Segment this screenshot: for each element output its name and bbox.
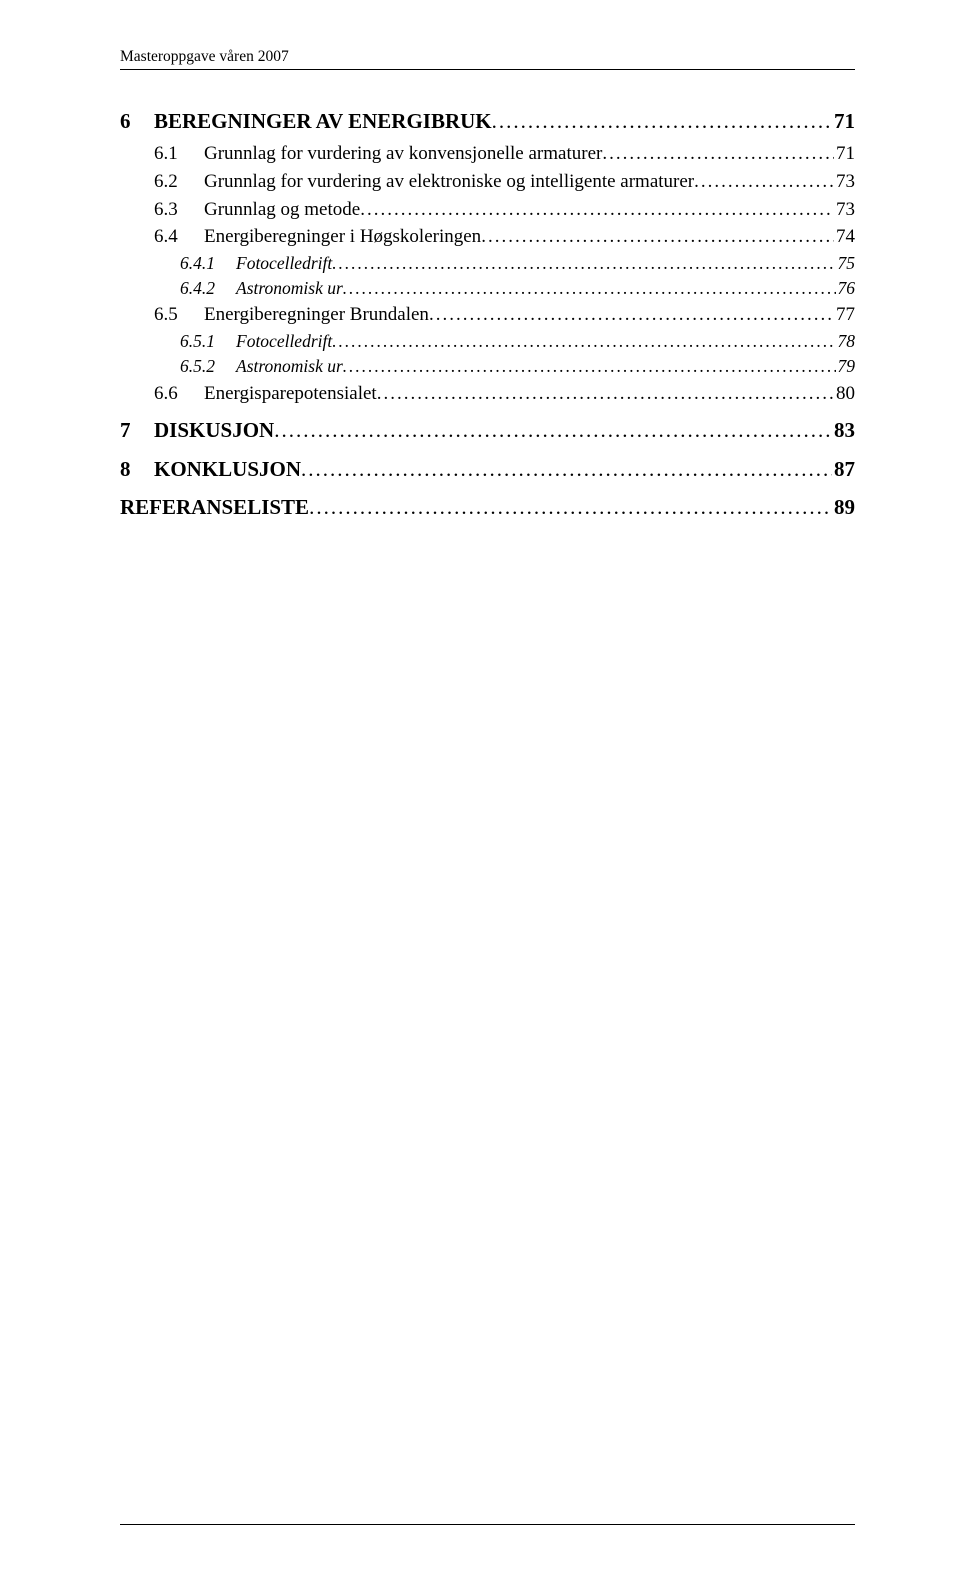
toc-number: 6.5.1 xyxy=(180,329,236,354)
toc-label: 6.5Energiberegninger Brundalen xyxy=(120,301,429,329)
toc-title: Astronomisk ur xyxy=(236,356,343,376)
toc-title: DISKUSJON xyxy=(154,418,274,442)
toc-leader xyxy=(492,106,832,136)
toc-page: 80 xyxy=(834,380,855,408)
toc-number: 6.1 xyxy=(154,140,204,168)
toc-row: 6.5.2Astronomisk ur 79 xyxy=(120,354,855,379)
toc-leader xyxy=(343,354,836,379)
toc-page: 73 xyxy=(834,168,855,196)
toc-label: 6.3Grunnlag og metode xyxy=(120,196,360,224)
toc-number: 6.3 xyxy=(154,196,204,224)
toc-page: 71 xyxy=(832,106,855,136)
toc-title: Fotocelledrift xyxy=(236,331,332,351)
toc-leader xyxy=(332,329,835,354)
toc-number: 6.4 xyxy=(154,223,204,251)
toc-label: 6.5.1Fotocelledrift xyxy=(120,329,332,354)
toc-row: REFERANSELISTE 89 xyxy=(120,492,855,522)
toc-title: BEREGNINGER AV ENERGIBRUK xyxy=(154,109,492,133)
toc-label: 6.4.1Fotocelledrift xyxy=(120,251,332,276)
toc-page: 76 xyxy=(836,276,856,301)
toc-label: 6.5.2Astronomisk ur xyxy=(120,354,343,379)
toc-row: 6.5.1Fotocelledrift 78 xyxy=(120,329,855,354)
toc-row: 7DISKUSJON 83 xyxy=(120,415,855,445)
toc-title: Fotocelledrift xyxy=(236,253,332,273)
toc-leader xyxy=(429,301,834,329)
toc-page: 87 xyxy=(832,454,855,484)
toc-title: REFERANSELISTE xyxy=(120,495,309,519)
toc-page: 71 xyxy=(834,140,855,168)
toc-label: 6.1Grunnlag for vurdering av konvensjone… xyxy=(120,140,602,168)
toc-page: 77 xyxy=(834,301,855,329)
toc-label: 7DISKUSJON xyxy=(120,415,274,445)
toc-leader xyxy=(602,140,834,168)
toc-title: Energisparepotensialet xyxy=(204,383,377,404)
toc-label: 6.4.2Astronomisk ur xyxy=(120,276,343,301)
toc-number: 7 xyxy=(120,415,154,445)
toc-row: 6.4Energiberegninger i Høgskoleringen 74 xyxy=(120,223,855,251)
toc-leader xyxy=(274,415,832,445)
toc-leader xyxy=(377,380,834,408)
toc-number: 6.6 xyxy=(154,380,204,408)
toc-number: 6.2 xyxy=(154,168,204,196)
toc-leader xyxy=(309,492,832,522)
toc-leader xyxy=(301,454,832,484)
toc-row: 6.4.2Astronomisk ur 76 xyxy=(120,276,855,301)
header-rule xyxy=(120,69,855,70)
toc-row: 8KONKLUSJON 87 xyxy=(120,454,855,484)
toc-label: 6.2Grunnlag for vurdering av elektronisk… xyxy=(120,168,694,196)
header-text: Masteroppgave våren 2007 xyxy=(120,48,289,65)
toc-leader xyxy=(360,196,834,224)
toc-title: Energiberegninger i Høgskoleringen xyxy=(204,226,481,247)
toc-page: 78 xyxy=(836,329,856,354)
toc-title: KONKLUSJON xyxy=(154,457,301,481)
footer-rule xyxy=(120,1524,855,1525)
toc-row: 6.1Grunnlag for vurdering av konvensjone… xyxy=(120,140,855,168)
toc-number: 6.4.1 xyxy=(180,251,236,276)
toc-row: 6.2Grunnlag for vurdering av elektronisk… xyxy=(120,168,855,196)
toc-row: 6.6Energisparepotensialet 80 xyxy=(120,380,855,408)
toc-page: 83 xyxy=(832,415,855,445)
toc-title: Energiberegninger Brundalen xyxy=(204,304,429,325)
toc-leader xyxy=(343,276,836,301)
toc-title: Astronomisk ur xyxy=(236,278,343,298)
toc-label: 6BEREGNINGER AV ENERGIBRUK xyxy=(120,106,492,136)
toc-label: 6.6Energisparepotensialet xyxy=(120,380,377,408)
toc-page: 75 xyxy=(836,251,856,276)
toc-page: 79 xyxy=(836,354,856,379)
toc-leader xyxy=(332,251,835,276)
toc-page: 73 xyxy=(834,196,855,224)
toc-page: 89 xyxy=(832,492,855,522)
toc-label: 8KONKLUSJON xyxy=(120,454,301,484)
toc-label: REFERANSELISTE xyxy=(120,492,309,522)
toc-number: 6.4.2 xyxy=(180,276,236,301)
toc-row: 6BEREGNINGER AV ENERGIBRUK 71 xyxy=(120,106,855,136)
table-of-contents: 6BEREGNINGER AV ENERGIBRUK 716.1Grunnlag… xyxy=(120,106,855,523)
toc-label: 6.4Energiberegninger i Høgskoleringen xyxy=(120,223,481,251)
toc-number: 8 xyxy=(120,454,154,484)
toc-row: 6.4.1Fotocelledrift 75 xyxy=(120,251,855,276)
toc-page: 74 xyxy=(834,223,855,251)
toc-number: 6.5 xyxy=(154,301,204,329)
toc-title: Grunnlag for vurdering av konvensjonelle… xyxy=(204,143,602,164)
toc-leader xyxy=(694,168,834,196)
toc-number: 6 xyxy=(120,106,154,136)
toc-row: 6.3Grunnlag og metode 73 xyxy=(120,196,855,224)
toc-row: 6.5Energiberegninger Brundalen 77 xyxy=(120,301,855,329)
toc-title: Grunnlag og metode xyxy=(204,199,360,220)
toc-leader xyxy=(481,223,834,251)
toc-title: Grunnlag for vurdering av elektroniske o… xyxy=(204,171,694,192)
toc-number: 6.5.2 xyxy=(180,354,236,379)
page-header: Masteroppgave våren 2007 xyxy=(120,48,855,66)
